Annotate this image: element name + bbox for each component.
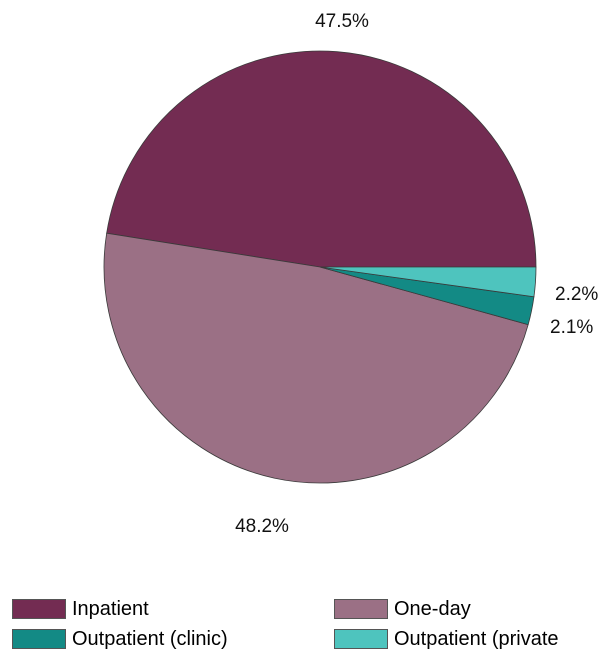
legend-swatch-one-day: [334, 599, 388, 619]
data-label-inpatient: 47.5%: [315, 11, 369, 32]
data-label-outpatient-private: 2.2%: [555, 284, 598, 305]
data-label-one-day: 48.2%: [235, 516, 289, 537]
pie-slice-outpatient-private: [319, 266, 537, 298]
legend-label-one-day: One-day: [394, 597, 471, 620]
pie-slice-inpatient: [106, 50, 537, 268]
legend-label-outpatient-clinic: Outpatient (clinic): [72, 627, 228, 650]
legend-item-one-day: One-day: [334, 596, 471, 622]
legend-swatch-outpatient-clinic: [12, 629, 66, 649]
pie-chart: 47.5% 48.2% 2.1% 2.2%: [103, 11, 598, 537]
legend-item-outpatient-private: Outpatient (private: [334, 626, 559, 652]
legend-swatch-outpatient-private: [334, 629, 388, 649]
legend-label-inpatient: Inpatient: [72, 597, 149, 620]
legend: Inpatient One-day Outpatient (clinic) Ou…: [12, 596, 612, 658]
legend-item-outpatient-clinic: Outpatient (clinic): [12, 626, 228, 652]
legend-swatch-inpatient: [12, 599, 66, 619]
legend-label-outpatient-private: Outpatient (private: [394, 627, 559, 650]
legend-item-inpatient: Inpatient: [12, 596, 149, 622]
data-label-outpatient-clinic: 2.1%: [550, 317, 593, 338]
